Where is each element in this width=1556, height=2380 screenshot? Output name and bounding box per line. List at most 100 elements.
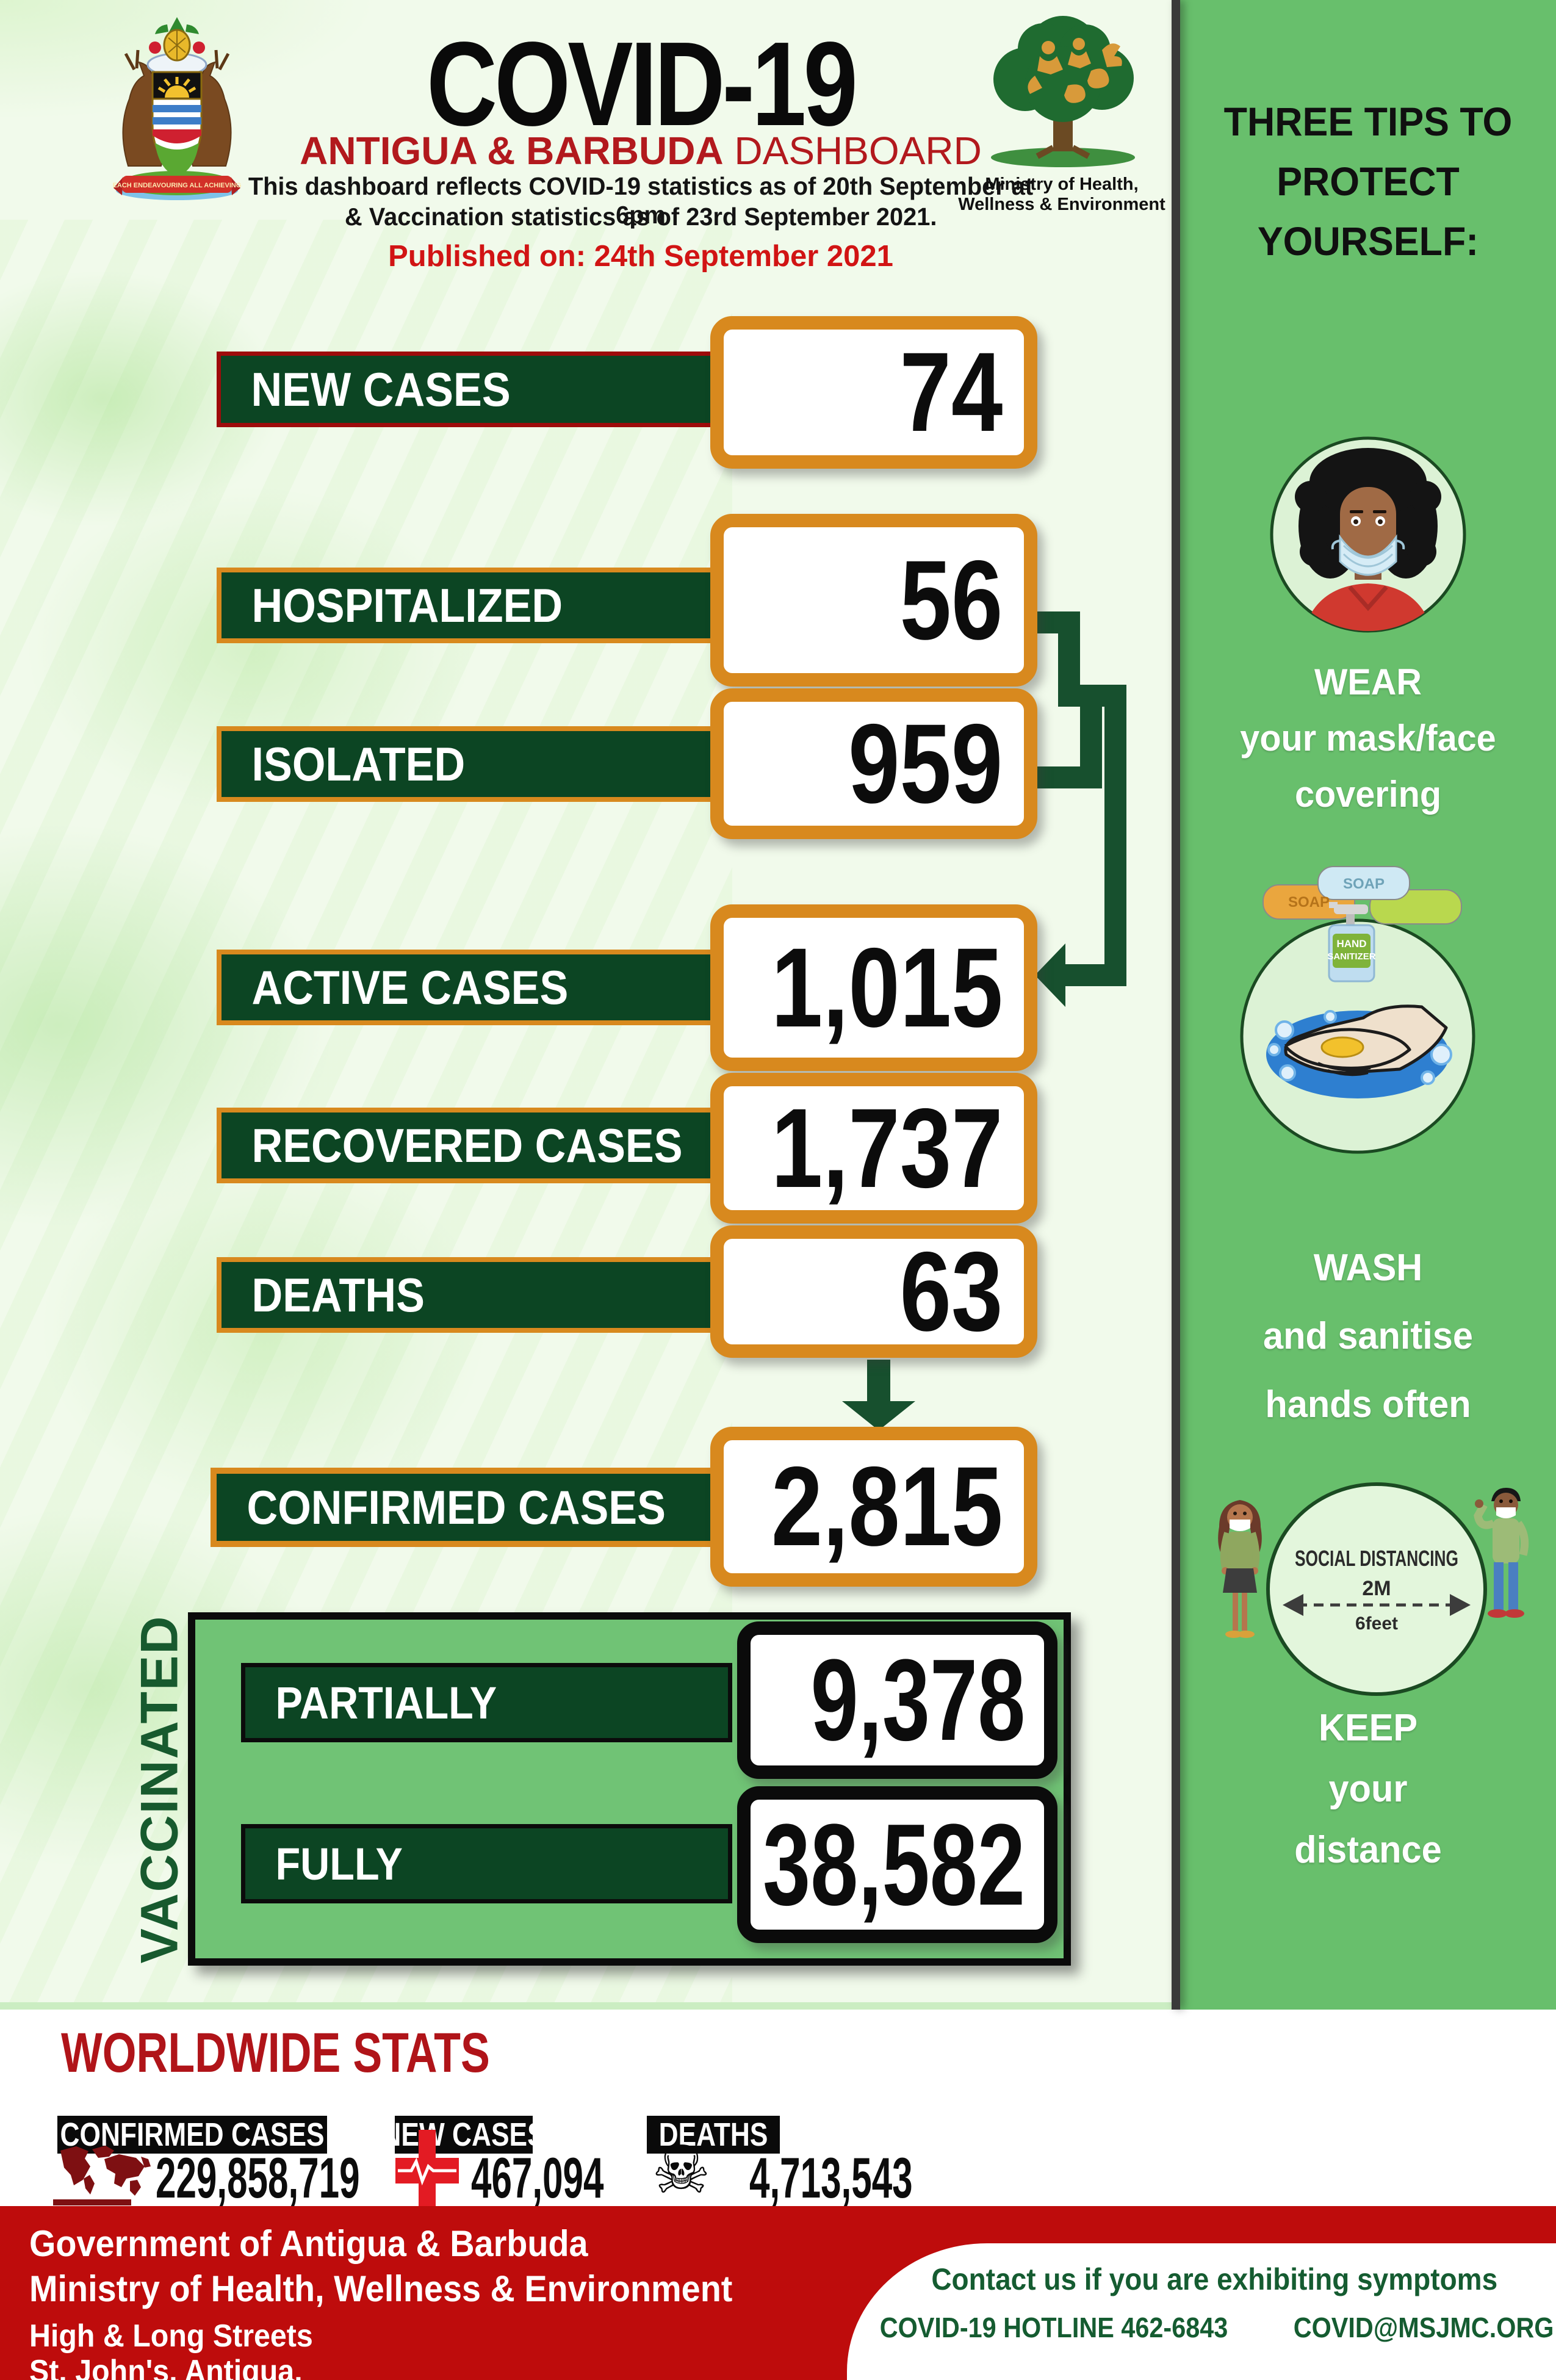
dashboard-description-line2: & Vaccination statistics as of 23rd Sept… bbox=[344, 203, 937, 231]
sanitizer-label-line2: SANITIZER bbox=[1327, 951, 1375, 962]
flow-connector-isolated-rise bbox=[1080, 685, 1102, 788]
subtitle-country: ANTIGUA & BARBUDA bbox=[300, 129, 724, 173]
recovered-cases-value: 1,737 bbox=[771, 1085, 1003, 1211]
worldwide-deaths-label: DEATHS bbox=[647, 2116, 780, 2154]
social-distance-feet: 6feet bbox=[1355, 1614, 1398, 1634]
down-arrow-stem bbox=[867, 1360, 890, 1406]
isolated-label-bar: ISOLATED bbox=[217, 726, 720, 802]
ministry-logo bbox=[976, 12, 1150, 174]
handwash-icon: SOAP SOAP HAND SANITIZER bbox=[1226, 853, 1489, 1158]
woman-figure bbox=[1218, 1500, 1262, 1638]
social-distancing-title: SOCIAL DISTANCING bbox=[1295, 1546, 1458, 1571]
hospitalized-value: 56 bbox=[899, 537, 1003, 663]
recovered-cases-label-bar: RECOVERED CASES bbox=[217, 1108, 720, 1183]
tip-wear-line3: covering bbox=[1294, 774, 1442, 815]
vaccinated-title: VACCINATED bbox=[130, 1615, 189, 1964]
mask-person-icon bbox=[1258, 424, 1478, 643]
active-cases-value: 1,015 bbox=[771, 925, 1003, 1051]
confirmed-cases-value: 2,815 bbox=[771, 1444, 1003, 1570]
soap-bar-label-2: SOAP bbox=[1343, 876, 1385, 892]
ministry-caption-line2: Wellness & Environment bbox=[958, 195, 1165, 214]
footer-city-line: St. John's, Antigua. bbox=[29, 2354, 303, 2380]
left-arrowhead-icon bbox=[1035, 943, 1065, 1007]
subtitle-dashboard: DASHBOARD bbox=[723, 129, 982, 173]
contact-heading: Contact us if you are exhibiting symptom… bbox=[931, 2262, 1497, 2296]
hospitalized-label: HOSPITALIZED bbox=[251, 578, 563, 632]
tip-wear-line2: your mask/face bbox=[1240, 718, 1496, 759]
hospitalized-value-box: 56 bbox=[710, 514, 1037, 687]
medical-cross-icon bbox=[395, 2130, 459, 2212]
deaths-value: 63 bbox=[899, 1228, 1003, 1355]
ministry-logo-caption: Ministry of Health, Wellness & Environme… bbox=[955, 175, 1169, 215]
sanitizer-label-line1: HAND bbox=[1336, 938, 1366, 950]
sidebar-heading: THREE TIPS TO PROTECT YOURSELF: bbox=[1190, 92, 1546, 271]
fully-vaccinated-label-bar: FULLY bbox=[241, 1824, 732, 1903]
contact-panel bbox=[847, 2243, 1556, 2380]
recovered-cases-value-box: 1,737 bbox=[710, 1073, 1037, 1224]
ministry-caption-line1: Ministry of Health, bbox=[985, 175, 1139, 194]
social-distancing-icon: SOCIAL DISTANCING 2M 6feet bbox=[1192, 1469, 1556, 1714]
background-bottom-strip bbox=[0, 2002, 1180, 2010]
published-date: Published on: 24th September 2021 bbox=[388, 240, 893, 273]
deaths-label: DEATHS bbox=[251, 1268, 425, 1322]
partially-vaccinated-value-box: 9,378 bbox=[737, 1621, 1057, 1779]
isolated-label: ISOLATED bbox=[251, 737, 466, 791]
deaths-label-bar: DEATHS bbox=[217, 1257, 720, 1333]
page-subtitle: ANTIGUA & BARBUDA DASHBOARD bbox=[232, 128, 1050, 173]
tip-wash-line2: and sanitise bbox=[1262, 1315, 1474, 1357]
dashboard-description-line1: This dashboard reflects COVID-19 statist… bbox=[248, 172, 1034, 229]
tip-wash-line1: WASH bbox=[1313, 1247, 1423, 1289]
sidebar-divider bbox=[1172, 0, 1180, 2010]
fully-value: 38,582 bbox=[762, 1800, 1025, 1930]
world-map-icon bbox=[52, 2143, 156, 2209]
flow-connector-outer-vertical bbox=[1104, 685, 1126, 986]
tip-distance-text: KEEP your distance bbox=[1190, 1698, 1546, 1881]
tip-distance-line1: KEEP bbox=[1318, 1707, 1418, 1749]
active-cases-label: ACTIVE CASES bbox=[251, 960, 569, 1014]
new-cases-label: NEW CASES bbox=[251, 362, 511, 416]
worldwide-heading: WORLDWIDE STATS bbox=[61, 2022, 490, 2084]
sidebar-heading-line1: THREE TIPS TO bbox=[1223, 99, 1513, 144]
tip-distance-line3: distance bbox=[1294, 1829, 1442, 1871]
contact-email: COVID@MSJMC.ORG bbox=[1293, 2312, 1554, 2343]
tip-wash-line3: hands often bbox=[1265, 1383, 1471, 1426]
worldwide-deaths-value: 4,713,543 bbox=[749, 2146, 913, 2210]
new-cases-value-box: 74 bbox=[710, 316, 1037, 469]
social-distance-meters: 2M bbox=[1362, 1577, 1391, 1600]
tip-wear-line1: WEAR bbox=[1314, 662, 1422, 702]
recovered-cases-label: RECOVERED CASES bbox=[251, 1118, 683, 1172]
motto-text: EACH ENDEAVOURING ALL ACHIEVING bbox=[113, 182, 242, 189]
hospitalized-label-bar: HOSPITALIZED bbox=[217, 568, 720, 643]
confirmed-cases-label: CONFIRMED CASES bbox=[247, 1480, 666, 1534]
tip-wear-text: WEAR your mask/face covering bbox=[1190, 654, 1546, 823]
footer-ministry-line: Ministry of Health, Wellness & Environme… bbox=[29, 2268, 733, 2309]
man-figure bbox=[1474, 1488, 1529, 1618]
soap-bar-label-1: SOAP bbox=[1288, 894, 1330, 911]
partially-value: 9,378 bbox=[810, 1635, 1025, 1765]
isolated-value: 959 bbox=[848, 701, 1003, 827]
worldwide-newcases-label: NEW CASES bbox=[381, 2116, 546, 2154]
footer-street-line: High & Long Streets bbox=[29, 2318, 313, 2354]
new-cases-label-bar: NEW CASES bbox=[217, 352, 720, 427]
down-arrowhead-icon bbox=[842, 1401, 915, 1430]
deaths-value-box: 63 bbox=[710, 1225, 1037, 1358]
footer-government-line: Government of Antigua & Barbuda bbox=[29, 2223, 588, 2264]
confirmed-cases-value-box: 2,815 bbox=[710, 1427, 1037, 1587]
partially-label: PARTIALLY bbox=[275, 1677, 497, 1728]
hotline-number: COVID-19 HOTLINE 462-6843 bbox=[879, 2312, 1228, 2343]
fully-vaccinated-value-box: 38,582 bbox=[737, 1786, 1057, 1943]
contact-details: COVID-19 HOTLINE 462-6843 COVID@MSJMC.OR… bbox=[880, 2308, 1554, 2347]
sidebar-heading-line3: YOURSELF: bbox=[1257, 218, 1479, 264]
new-cases-value: 74 bbox=[899, 330, 1003, 455]
active-cases-value-box: 1,015 bbox=[710, 904, 1037, 1071]
partially-vaccinated-label-bar: PARTIALLY bbox=[241, 1663, 732, 1742]
tip-distance-line2: your bbox=[1328, 1768, 1408, 1810]
active-cases-label-bar: ACTIVE CASES bbox=[217, 950, 720, 1025]
background-streak bbox=[0, 0, 549, 256]
confirmed-cases-label-bar: CONFIRMED CASES bbox=[211, 1468, 720, 1547]
skull-crossbones-icon: ☠ bbox=[652, 2132, 711, 2209]
coat-of-arms-logo: EACH ENDEAVOURING ALL ACHIEVING bbox=[92, 13, 262, 204]
flow-connector-to-active bbox=[1064, 964, 1126, 986]
sidebar-heading-line2: PROTECT bbox=[1277, 159, 1460, 204]
